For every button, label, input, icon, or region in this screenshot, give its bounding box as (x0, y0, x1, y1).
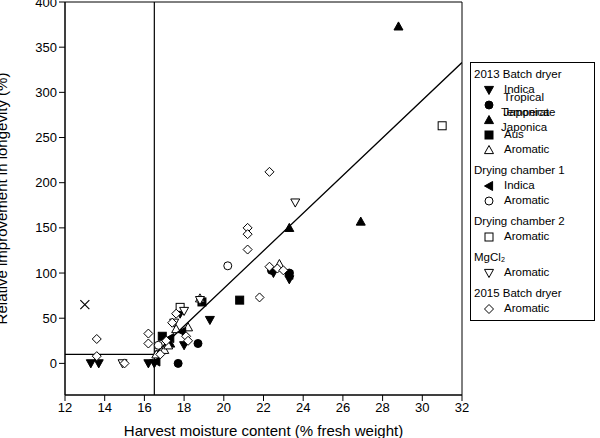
html-text:Drying chamber 2: Drying chamber 2 (474, 215, 565, 227)
html-text:Aus: Aus (504, 128, 524, 140)
svg-text:16: 16 (137, 400, 151, 415)
html-text:Aromatic: Aromatic (504, 266, 550, 278)
svg-text:32: 32 (455, 400, 469, 415)
svg-text:Relative improvement in longev: Relative improvement in longevity (%) (8, 73, 10, 325)
html-text:Aromatic: Aromatic (504, 302, 550, 314)
svg-text:50: 50 (43, 311, 57, 326)
html-text:Indica: Indica (504, 179, 535, 191)
svg-text:300: 300 (35, 85, 57, 100)
svg-text:18: 18 (177, 400, 191, 415)
html-text:Drying chamber 1: Drying chamber 1 (474, 164, 565, 176)
svg-text:20: 20 (217, 400, 231, 415)
svg-text:0: 0 (50, 356, 57, 371)
svg-text:250: 250 (35, 130, 57, 145)
html-text:2015 Batch dryer: 2015 Batch dryer (474, 287, 562, 299)
html-text:MgCl₂: MgCl₂ (474, 251, 506, 263)
html-text:Indica: Indica (504, 83, 535, 95)
html-text:Tropical Japonica: Tropical Japonica (503, 90, 550, 118)
svg-text:150: 150 (35, 220, 57, 235)
svg-text:14: 14 (97, 400, 111, 415)
svg-text:12: 12 (58, 400, 72, 415)
svg-text:24: 24 (296, 400, 310, 415)
svg-text:26: 26 (336, 400, 350, 415)
svg-text:Harvest moisture content (% fr: Harvest moisture content (% fresh weight… (124, 422, 403, 438)
svg-text:200: 200 (35, 175, 57, 190)
html-text:Aromatic: Aromatic (504, 194, 550, 206)
html-text:Aromatic: Aromatic (504, 143, 550, 155)
svg-text:100: 100 (35, 266, 57, 281)
svg-text:28: 28 (375, 400, 389, 415)
html-text:Aromatic: Aromatic (504, 230, 550, 242)
svg-text:22: 22 (256, 400, 270, 415)
html-text:2013 Batch dryer: 2013 Batch dryer (474, 68, 562, 80)
svg-text:30: 30 (415, 400, 429, 415)
html-text:Temperate Japonica: Temperate Japonica (501, 105, 556, 133)
svg-text:400: 400 (35, 0, 57, 10)
svg-text:350: 350 (35, 40, 57, 55)
